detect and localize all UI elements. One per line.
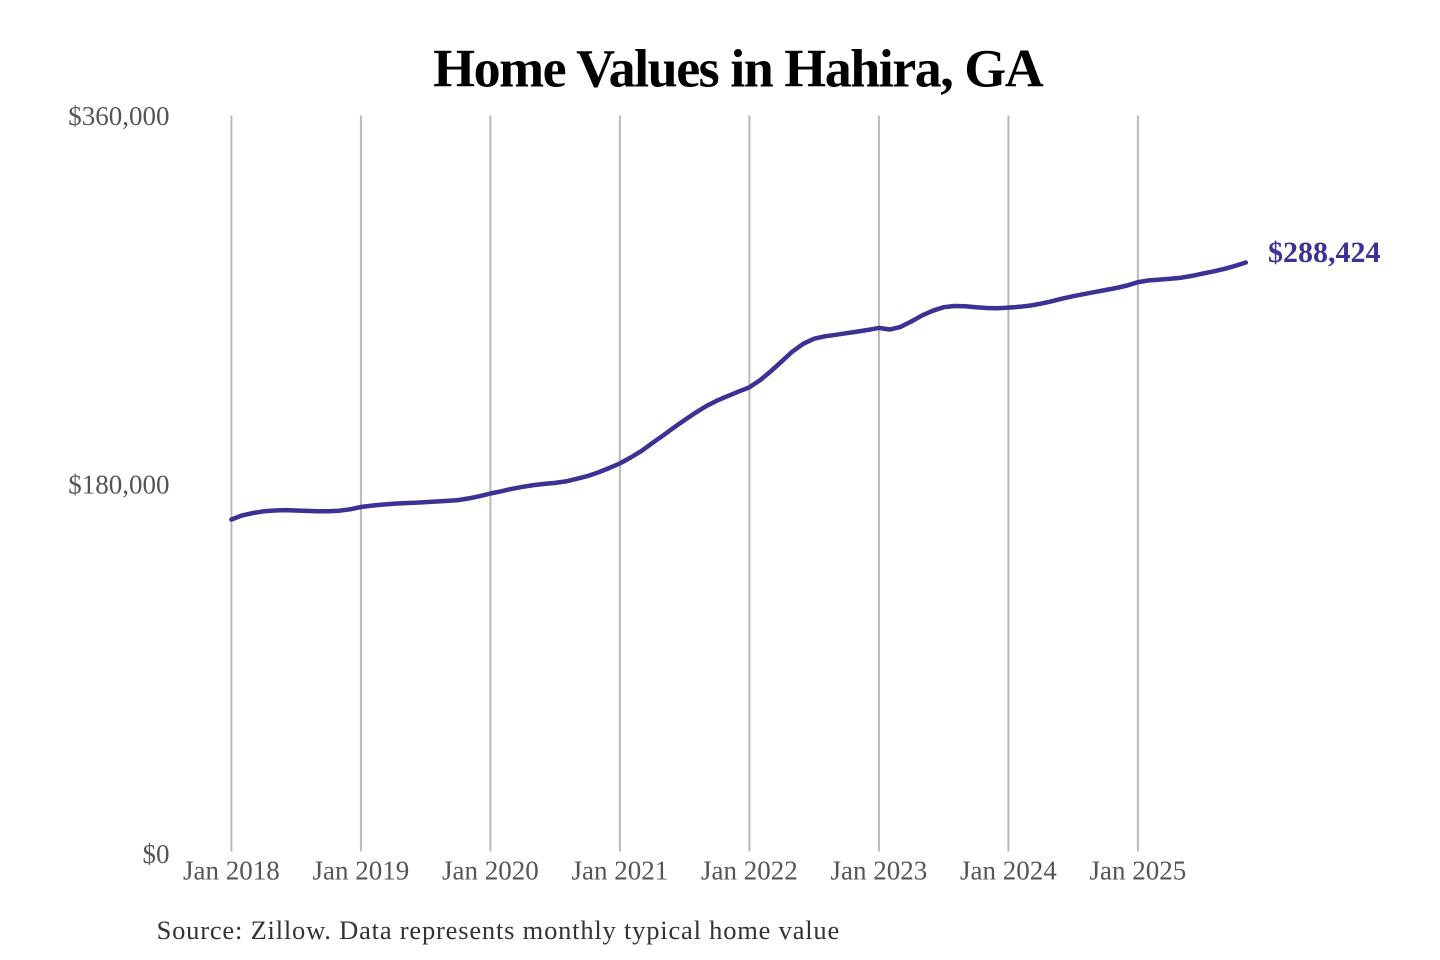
svg-text:Jan 2025: Jan 2025 [1090,855,1187,885]
svg-text:Jan 2019: Jan 2019 [313,855,410,885]
svg-text:Home Values in Hahira, GA: Home Values in Hahira, GA [433,39,1044,99]
svg-text:Jan 2018: Jan 2018 [183,855,280,885]
svg-text:Jan 2020: Jan 2020 [442,855,539,885]
svg-text:$0: $0 [143,839,170,869]
svg-text:$360,000: $360,000 [68,101,169,131]
svg-text:$288,424: $288,424 [1268,236,1381,269]
svg-text:Jan 2023: Jan 2023 [831,855,928,885]
svg-text:$180,000: $180,000 [68,469,169,499]
svg-text:Jan 2024: Jan 2024 [960,855,1057,885]
svg-text:Jan 2021: Jan 2021 [572,855,669,885]
svg-text:Source: Zillow. Data represent: Source: Zillow. Data represents monthly … [157,915,840,945]
svg-text:Jan 2022: Jan 2022 [701,855,798,885]
